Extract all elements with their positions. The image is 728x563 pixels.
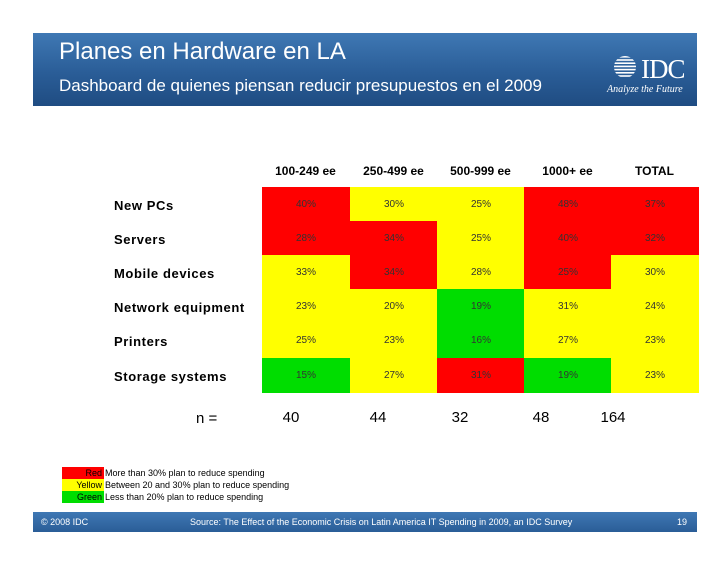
table-cell: 20% <box>350 289 438 324</box>
sample-size-value: 44 <box>369 409 387 426</box>
table-cell: 31% <box>524 289 612 324</box>
legend-item: Green Less than 20% plan to reduce spendi… <box>62 491 263 503</box>
copyright: © 2008 IDC <box>41 517 89 527</box>
globe-icon <box>614 56 636 77</box>
column-header: 250-499 ee <box>363 164 424 178</box>
table-cell: 28% <box>437 255 525 290</box>
table-cell: 40% <box>262 187 350 222</box>
table-cell: 32% <box>611 221 699 256</box>
slide-header: Planes en Hardware en LA Dashboard de qu… <box>33 33 697 106</box>
table-cell: 31% <box>437 358 525 393</box>
table-cell: 23% <box>611 323 699 358</box>
legend-swatch: Green <box>62 491 104 503</box>
table-cell: 48% <box>524 187 612 222</box>
table-cell: 30% <box>611 255 699 290</box>
table-cell: 15% <box>262 358 350 393</box>
legend-swatch: Red <box>62 467 104 479</box>
table-cell: 28% <box>262 221 350 256</box>
legend-swatch: Yellow <box>62 479 104 491</box>
table-cell: 23% <box>611 358 699 393</box>
table-cell: 27% <box>350 358 438 393</box>
table-cell: 27% <box>524 323 612 358</box>
legend-item: Yellow Between 20 and 30% plan to reduce … <box>62 479 289 491</box>
table-cell: 25% <box>437 187 525 222</box>
table-cell: 40% <box>524 221 612 256</box>
legend-text: More than 30% plan to reduce spending <box>105 468 265 478</box>
column-header: 500-999 ee <box>450 164 511 178</box>
table-cell: 19% <box>437 289 525 324</box>
sample-size-value: 32 <box>451 409 469 426</box>
slide-subtitle: Dashboard de quienes piensan reducir pre… <box>59 76 542 95</box>
sample-size-label: n = <box>196 410 218 427</box>
sample-size-value: 48 <box>532 409 550 426</box>
column-header: 100-249 ee <box>275 164 336 178</box>
table-cell: 30% <box>350 187 438 222</box>
source-note: Source: The Effect of the Economic Crisi… <box>190 517 573 527</box>
sample-size-value: 40 <box>282 409 300 426</box>
table-cell: 23% <box>350 323 438 358</box>
legend-item: Red More than 30% plan to reduce spending <box>62 467 265 479</box>
table-cell: 25% <box>437 221 525 256</box>
table-cell: 37% <box>611 187 699 222</box>
table-cell: 34% <box>350 221 438 256</box>
table-cell: 25% <box>262 323 350 358</box>
slide-title: Planes en Hardware en LA <box>59 38 346 65</box>
table-cell: 19% <box>524 358 612 393</box>
sample-size-value: 164 <box>600 409 626 426</box>
legend-text: Between 20 and 30% plan to reduce spendi… <box>105 480 290 490</box>
logo-tagline: Analyze the Future <box>607 84 683 95</box>
row-label: Network equipment <box>114 300 245 315</box>
column-header: 1000+ ee <box>542 164 593 178</box>
legend-text: Less than 20% plan to reduce spending <box>105 492 264 502</box>
row-label: Printers <box>114 334 168 349</box>
row-label: Mobile devices <box>114 266 215 281</box>
slide-footer: © 2008 IDC Source: The Effect of the Eco… <box>33 512 697 532</box>
page-number: 19 <box>676 517 687 527</box>
table-cell: 24% <box>611 289 699 324</box>
table-cell: 23% <box>262 289 350 324</box>
table-cell: 33% <box>262 255 350 290</box>
table-cell: 16% <box>437 323 525 358</box>
row-label: New PCs <box>114 198 174 213</box>
table-cell: 34% <box>350 255 438 290</box>
idc-logo: IDC Analyze the Future <box>607 53 697 103</box>
logo-wordmark: IDC <box>641 54 685 84</box>
row-label: Storage systems <box>114 369 228 384</box>
column-header: TOTAL <box>635 164 674 178</box>
table-cell: 25% <box>524 255 612 290</box>
row-label: Servers <box>114 232 166 247</box>
